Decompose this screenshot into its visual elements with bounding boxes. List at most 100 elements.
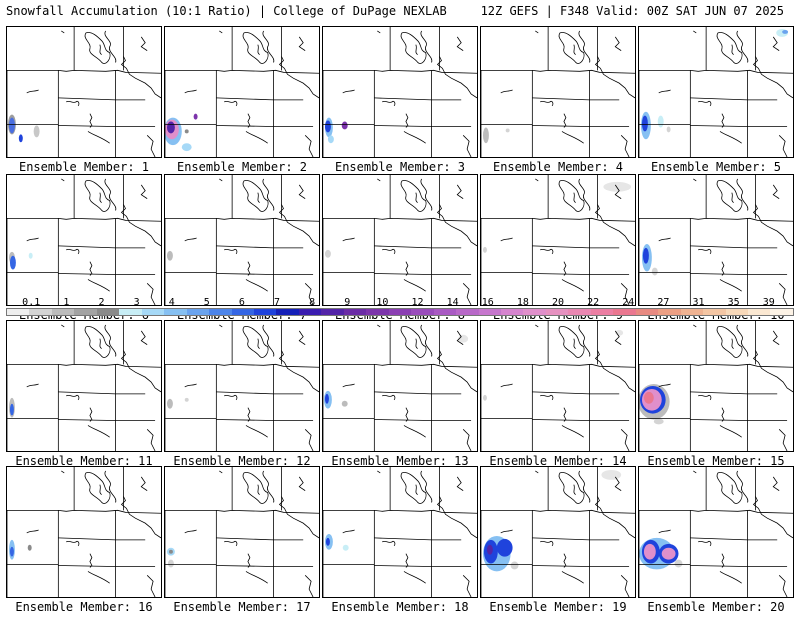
boundary-line <box>532 97 620 101</box>
boundary-line <box>247 261 251 276</box>
boundary-line <box>772 184 780 199</box>
boundary-line <box>87 425 110 438</box>
boundary-line <box>382 540 396 547</box>
boundary-line <box>304 575 314 597</box>
snowfall-shading <box>181 143 192 152</box>
snowfall-shading <box>505 128 510 133</box>
boundary-line <box>304 283 314 305</box>
boundary-line <box>698 248 712 255</box>
boundary-line <box>84 32 111 64</box>
boundary-line <box>614 36 622 51</box>
boundary-line <box>245 571 268 584</box>
boundary-line <box>462 135 472 157</box>
boundary-line <box>377 470 381 474</box>
boundary-line <box>7 509 161 514</box>
colorbar-swatch <box>613 309 636 315</box>
boundary-line <box>731 338 734 349</box>
boundary-line <box>216 97 304 101</box>
boundary-line <box>26 237 39 242</box>
boundary-line <box>224 100 238 107</box>
boundary-line <box>26 89 39 94</box>
boundary-line <box>540 394 554 401</box>
boundary-line <box>140 476 148 491</box>
boundary-line <box>462 283 472 305</box>
boundary-line <box>535 30 539 34</box>
boundary-line <box>58 391 146 395</box>
boundary-line <box>87 279 110 292</box>
snowfall-shading <box>486 544 493 555</box>
boundary-line <box>500 383 513 388</box>
boundary-line <box>693 470 697 474</box>
boundary-line <box>719 425 742 438</box>
boundary-line <box>87 571 110 584</box>
boundary-line <box>342 237 355 242</box>
boundary-line <box>66 540 80 547</box>
boundary-line <box>578 178 591 211</box>
boundary-line <box>772 36 780 51</box>
boundary-line <box>698 100 712 107</box>
boundary-line <box>436 350 477 393</box>
boundary-line <box>778 135 788 157</box>
boundary-line <box>26 529 39 534</box>
snowfall-shading <box>324 120 331 133</box>
map-title: Snowfall Accumulation (10:1 Ratio) | Col… <box>6 4 447 18</box>
boundary-line <box>245 131 268 144</box>
boundary-line <box>61 324 65 328</box>
boundary-line <box>716 326 743 358</box>
boundary-line <box>481 363 635 368</box>
boundary-line <box>403 131 426 144</box>
boundary-line <box>262 470 275 503</box>
boundary-line <box>772 476 780 491</box>
colorbar-tick-label: 8 <box>309 297 316 308</box>
boundary-line <box>242 32 269 64</box>
boundary-line <box>540 540 554 547</box>
boundary-line <box>247 407 251 422</box>
boundary-line <box>278 204 319 247</box>
boundary-line <box>578 470 591 503</box>
ensemble-member-panel: Ensemble Member: 4 <box>480 26 636 183</box>
boundary-line <box>89 407 93 422</box>
boundary-line <box>532 419 630 421</box>
ensemble-member-label: Ensemble Member: 11 <box>15 454 153 468</box>
ensemble-member-label: Ensemble Member: 14 <box>489 454 627 468</box>
boundary-line <box>716 180 743 212</box>
colorbar-swatch <box>590 309 614 315</box>
boundary-line <box>561 425 584 438</box>
boundary-line <box>719 571 742 584</box>
ensemble-member-panel: Ensemble Member: 15 <box>638 320 794 477</box>
boundary-line <box>374 125 472 127</box>
boundary-line <box>278 350 319 393</box>
ensemble-member-panel: Ensemble Member: 18 <box>322 466 478 623</box>
snowfall-colorbar: 0.1 1 2 3 4 5 6 7 8 9 10 12 14 16 18 20 22 24 27 31 35 39 <box>6 297 794 317</box>
boundary-line <box>436 56 477 99</box>
ensemble-member-panel: Ensemble Member: 8 <box>322 174 478 331</box>
boundary-line <box>323 509 477 514</box>
boundary-line <box>563 261 567 276</box>
ensemble-member-panel: Ensemble Member: 20 <box>638 466 794 623</box>
boundary-line <box>58 97 146 101</box>
snowfall-shading <box>168 549 173 554</box>
boundary-line <box>247 553 251 568</box>
boundary-line <box>620 283 630 305</box>
boundary-line <box>481 69 635 74</box>
boundary-line <box>693 324 697 328</box>
boundary-line <box>639 217 793 222</box>
colorbar-tick-label: 27 <box>657 297 670 308</box>
boundary-line <box>415 192 418 203</box>
colorbar-swatch <box>703 309 726 315</box>
ensemble-member-label: Ensemble Member: 2 <box>176 160 308 174</box>
boundary-line <box>456 36 464 51</box>
boundary-line <box>374 419 472 421</box>
boundary-line <box>99 192 102 203</box>
boundary-line <box>58 273 156 275</box>
boundary-line <box>262 178 275 211</box>
boundary-line <box>342 529 355 534</box>
boundary-line <box>257 484 260 495</box>
boundary-line <box>304 135 314 157</box>
boundary-line <box>731 484 734 495</box>
boundary-line <box>420 324 433 357</box>
boundary-line <box>219 178 223 182</box>
boundary-line <box>415 338 418 349</box>
ensemble-member-label: Ensemble Member: 16 <box>15 600 153 614</box>
colorbar-tick-label: 1 <box>63 297 70 308</box>
